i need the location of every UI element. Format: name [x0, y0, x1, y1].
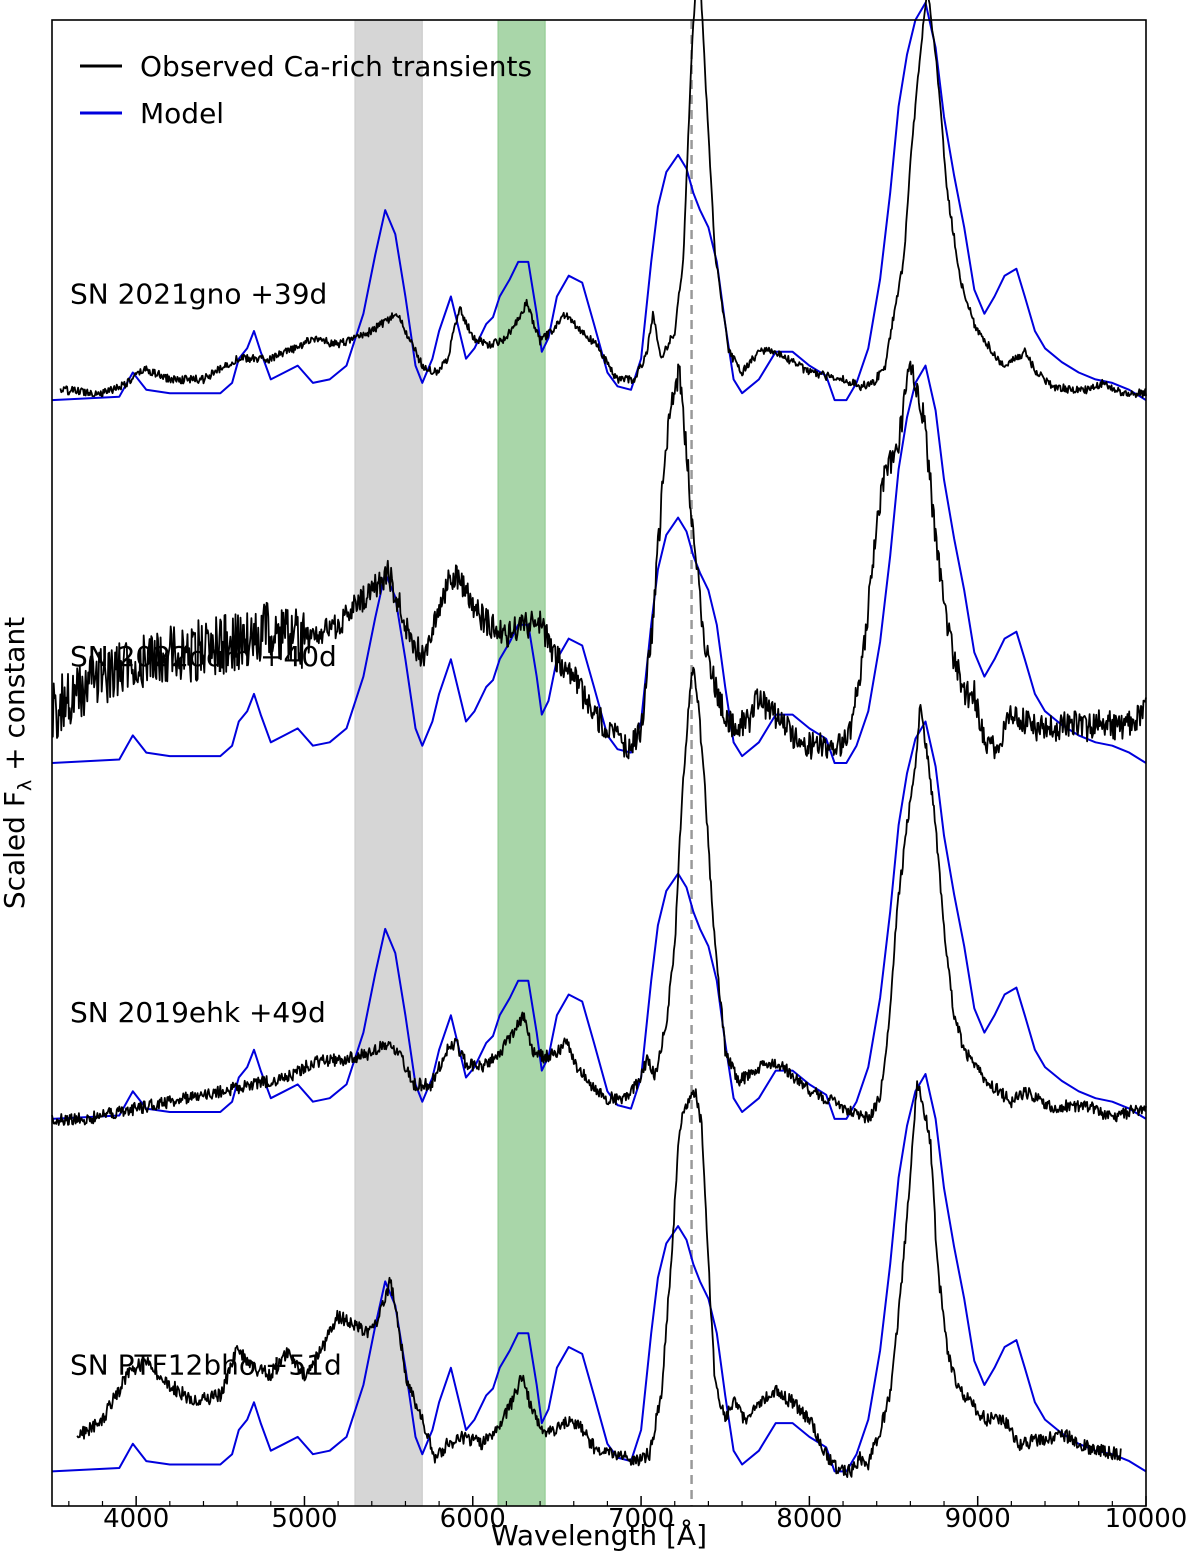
x-tick-label: 10000: [1105, 1504, 1188, 1534]
legend-label-observed: Observed Ca-rich transients: [140, 50, 532, 83]
plot-frame: [51, 19, 1147, 1507]
spectrum-label-1: SN 2021gno +39d: [70, 277, 327, 310]
model-line-2: [51, 364, 1147, 764]
y-axis-label-suffix: + constant: [0, 617, 31, 780]
legend-label-model: Model: [140, 97, 224, 130]
model-line-4: [51, 1073, 1147, 1473]
x-tick-label: 8000: [776, 1504, 842, 1534]
model-line-1: [51, 1, 1147, 402]
observed-line-4: [76, 1080, 1122, 1478]
spectrum-labels: SN 2021gno +39d SN 2022oqm +40d SN 2019ehk…: [70, 277, 342, 1381]
spectrum-label-4: SN PTF12bho +51d: [70, 1349, 342, 1382]
shaded-band-2: [497, 19, 546, 1507]
x-tick-label: 4000: [103, 1504, 169, 1534]
observed-line-1: [59, 0, 1147, 399]
x-tick-label: 9000: [945, 1504, 1011, 1534]
x-tick-label: 6000: [440, 1504, 506, 1534]
x-axis-ticks: 4000 5000 6000 7000 8000 9000 10000: [68, 1496, 1188, 1534]
y-axis-label: Scaled Fλ + constant: [0, 617, 36, 909]
y-axis-label-main: Scaled F: [0, 791, 31, 909]
series-layer: [51, 0, 1147, 1478]
spectrum-label-2: SN 2022oqm +40d: [70, 640, 337, 673]
legend: Observed Ca-rich transients Model: [80, 50, 532, 130]
shaded-regions: [354, 19, 546, 1507]
shaded-band-1: [354, 19, 423, 1507]
model-line-3: [51, 720, 1147, 1120]
spectrum-label-3: SN 2019ehk +49d: [70, 996, 326, 1029]
x-tick-label: 5000: [271, 1504, 337, 1534]
observed-line-3: [51, 666, 1147, 1126]
y-axis-label-subscript: λ: [14, 780, 36, 791]
x-axis-label: Wavelength [Å]: [491, 1518, 707, 1552]
observed-line-2: [51, 360, 1147, 760]
x-tick-label: 7000: [608, 1504, 674, 1534]
